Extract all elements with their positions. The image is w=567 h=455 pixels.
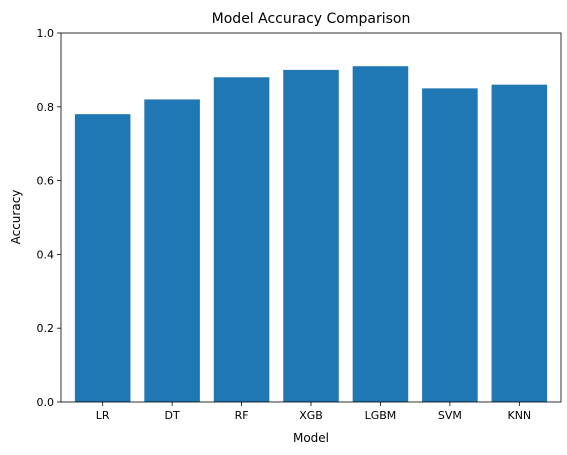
bar-rf [213,77,270,402]
y-tick-label: 0.8 [37,101,55,114]
bar-xgb [283,69,339,403]
x-tick-label: LR [96,409,110,422]
y-tick-label: 1.0 [37,27,55,40]
x-tick-label: SVM [438,409,462,422]
bar-lr [74,114,131,403]
bar-svm [422,88,478,402]
y-axis-label: Accuracy [9,190,23,245]
y-tick-label: 0.0 [37,396,55,409]
plot-frame [60,32,562,403]
chart-title: Model Accuracy Comparison [212,11,411,27]
x-axis-ticks: LR DT RF XGB LGBM SVM KNN [96,402,531,422]
bar-dt [144,99,200,403]
bar-knn [491,84,548,402]
y-tick-label: 0.2 [37,322,55,335]
bar-lgbm [352,66,409,403]
x-tick-label: XGB [299,409,323,422]
y-tick-label: 0.6 [37,175,55,188]
x-axis-label: Model [293,431,329,445]
x-tick-label: DT [165,409,180,422]
x-tick-label: LGBM [365,409,397,422]
bars-group [74,66,548,403]
x-tick-label: RF [235,409,249,422]
y-tick-label: 0.4 [37,248,55,261]
y-axis-ticks: 0.0 0.2 0.4 0.6 0.8 1.0 [37,27,61,409]
x-tick-label: KNN [507,409,531,422]
